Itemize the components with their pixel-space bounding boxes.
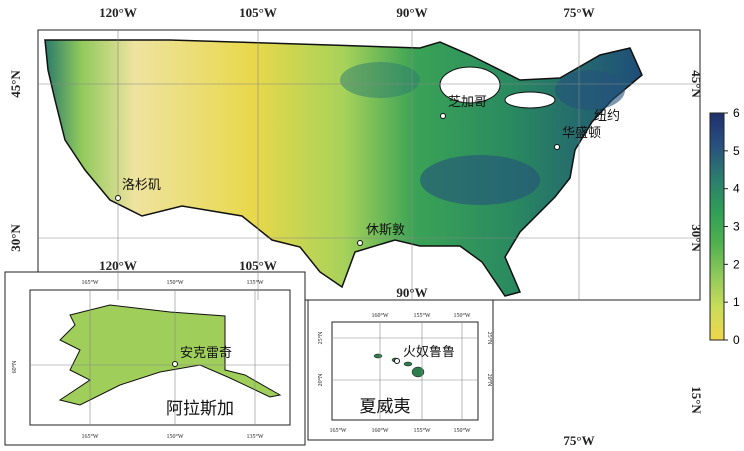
colorbar-tick-label: 1 — [733, 295, 740, 309]
city-dot — [172, 361, 178, 367]
label: 135°W — [246, 279, 263, 286]
great-lakes — [504, 91, 556, 109]
label: 165°W — [81, 279, 98, 286]
colorbar-tick-label: 3 — [733, 220, 740, 234]
label: 45°N — [689, 70, 704, 98]
label: 150°W — [453, 312, 470, 319]
colorbar-tick-label: 0 — [733, 333, 740, 347]
label: 夏威夷 — [360, 397, 411, 416]
label: 60°N — [11, 360, 18, 373]
label: 155°W — [413, 427, 430, 434]
colorbar-tick-label: 4 — [733, 182, 740, 196]
label: 150°W — [166, 433, 183, 440]
label: 25°N — [486, 332, 493, 345]
label: 105°W — [239, 258, 277, 273]
label: 90°W — [396, 5, 427, 20]
label: 150°W — [166, 279, 183, 286]
label: 75°W — [563, 433, 594, 448]
label: 90°W — [396, 285, 427, 300]
great-lakes — [439, 66, 501, 104]
label: 华盛顿 — [562, 125, 601, 140]
label: 火奴鲁鲁 — [403, 344, 455, 359]
label: 105°W — [239, 5, 277, 20]
label: 20°N — [317, 373, 324, 386]
city-dot — [440, 113, 446, 119]
label: 阿拉斯加 — [166, 399, 234, 418]
colorbar-tick-label: 2 — [733, 257, 740, 271]
label: 纽约 — [594, 108, 620, 123]
hawaii-frame — [331, 321, 479, 421]
region — [420, 155, 540, 205]
region — [340, 62, 420, 98]
usa — [44, 39, 643, 297]
label: 30°N — [689, 224, 704, 252]
label: 芝加哥 — [448, 94, 487, 109]
label: 120°W — [99, 5, 137, 20]
label: 75°W — [563, 5, 594, 20]
alaska — [58, 304, 282, 406]
label: 160°W — [371, 312, 388, 319]
label: 135°W — [246, 433, 263, 440]
label: 洛杉矶 — [122, 177, 161, 192]
city-dot — [394, 358, 400, 364]
label: 155°W — [413, 312, 430, 319]
label: 休斯敦 — [366, 222, 405, 237]
label: 15°N — [689, 386, 704, 414]
label: 25°N — [317, 331, 324, 344]
label: 165°W — [81, 433, 98, 440]
city-dot — [357, 240, 363, 246]
label: 165°W — [329, 427, 346, 434]
region — [555, 70, 625, 110]
label: 160°W — [371, 427, 388, 434]
label: 安克雷奇 — [180, 345, 232, 360]
colorbar-tick-label: 6 — [733, 106, 740, 120]
label: 45°N — [8, 70, 23, 98]
colorbar-tick-label: 5 — [733, 144, 740, 158]
label: 30°N — [8, 224, 23, 252]
city-dot — [115, 195, 121, 201]
colorbar — [709, 112, 725, 341]
city-dot — [554, 144, 560, 150]
label: 150°W — [453, 427, 470, 434]
label: 120°W — [99, 258, 137, 273]
label: 20°N — [486, 374, 493, 387]
